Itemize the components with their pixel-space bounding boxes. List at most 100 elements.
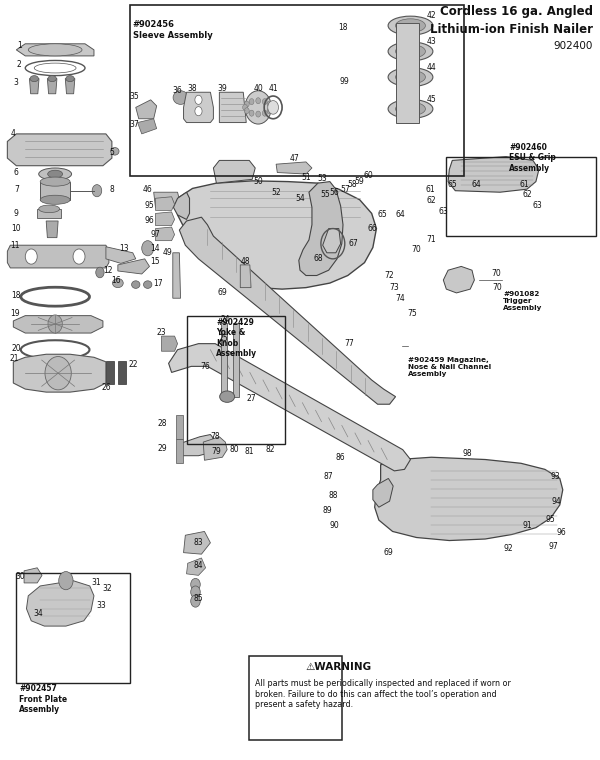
Polygon shape	[374, 458, 563, 540]
Polygon shape	[448, 157, 539, 192]
Text: 96: 96	[557, 528, 566, 537]
Polygon shape	[154, 192, 179, 207]
Text: 71: 71	[427, 236, 436, 245]
Ellipse shape	[131, 280, 140, 288]
Bar	[446, 157, 596, 236]
Text: 64: 64	[395, 211, 405, 220]
Ellipse shape	[143, 280, 152, 288]
Text: 72: 72	[385, 271, 394, 280]
Text: 25: 25	[219, 334, 229, 343]
Ellipse shape	[395, 70, 425, 84]
Text: 46: 46	[143, 185, 152, 194]
Polygon shape	[161, 336, 178, 351]
Text: 27: 27	[246, 394, 256, 404]
Text: 76: 76	[201, 362, 211, 371]
Text: 16: 16	[111, 276, 121, 284]
Text: 96: 96	[145, 217, 154, 226]
Text: 41: 41	[268, 84, 278, 93]
Polygon shape	[155, 227, 175, 241]
Polygon shape	[395, 23, 419, 122]
Ellipse shape	[40, 195, 70, 204]
Polygon shape	[16, 44, 94, 56]
Text: 75: 75	[407, 309, 417, 318]
Text: 60: 60	[364, 171, 374, 180]
Text: 51: 51	[301, 173, 311, 182]
Text: 6: 6	[14, 168, 19, 177]
Text: 97: 97	[549, 542, 559, 551]
Text: 28: 28	[158, 420, 167, 429]
Text: 68: 68	[313, 255, 323, 264]
Text: #902457
Front Plate
Assembly: #902457 Front Plate Assembly	[19, 685, 67, 714]
Text: 19: 19	[10, 309, 19, 318]
Ellipse shape	[48, 75, 56, 81]
Circle shape	[191, 595, 200, 607]
Text: 17: 17	[153, 279, 163, 287]
Polygon shape	[178, 181, 376, 289]
Circle shape	[96, 268, 104, 277]
Circle shape	[242, 104, 247, 110]
Polygon shape	[184, 531, 211, 554]
Circle shape	[45, 356, 71, 390]
Text: 69: 69	[217, 288, 227, 297]
Polygon shape	[203, 437, 227, 461]
Text: 39: 39	[217, 84, 227, 93]
Polygon shape	[220, 92, 246, 122]
Circle shape	[256, 111, 260, 117]
Text: 93: 93	[551, 473, 560, 481]
Text: 22: 22	[128, 360, 137, 369]
Text: 902400: 902400	[553, 41, 593, 51]
Polygon shape	[7, 245, 109, 268]
Ellipse shape	[395, 19, 425, 33]
Text: 30: 30	[16, 572, 25, 581]
Circle shape	[92, 185, 102, 197]
Text: 44: 44	[427, 63, 436, 71]
Ellipse shape	[268, 100, 278, 114]
Circle shape	[269, 104, 274, 110]
Text: 2: 2	[17, 61, 22, 69]
Ellipse shape	[112, 278, 123, 287]
Text: #902429
Yoke &
Knob
Assembly: #902429 Yoke & Knob Assembly	[217, 318, 257, 358]
Polygon shape	[233, 323, 239, 397]
Text: 73: 73	[389, 283, 399, 292]
Circle shape	[262, 99, 267, 105]
Bar	[16, 573, 130, 683]
Text: 24: 24	[221, 315, 230, 324]
Bar	[187, 315, 285, 445]
Circle shape	[249, 110, 254, 116]
Polygon shape	[173, 192, 190, 220]
Ellipse shape	[395, 102, 425, 116]
Text: 36: 36	[173, 86, 182, 95]
Text: 29: 29	[158, 444, 167, 453]
Text: Cordless 16 ga. Angled: Cordless 16 ga. Angled	[440, 5, 593, 18]
Text: 1: 1	[17, 41, 22, 50]
Text: 62: 62	[522, 190, 532, 199]
Text: 26: 26	[101, 383, 111, 392]
Text: 55: 55	[320, 190, 330, 199]
Text: 42: 42	[427, 11, 436, 21]
Circle shape	[195, 95, 202, 104]
Text: #902460
ESU & Grip
Assembly: #902460 ESU & Grip Assembly	[509, 143, 556, 173]
Ellipse shape	[173, 90, 188, 104]
Text: 97: 97	[151, 230, 160, 239]
Text: 18: 18	[11, 290, 21, 299]
Text: 53: 53	[318, 174, 328, 183]
Text: 61: 61	[425, 185, 435, 194]
Text: 58: 58	[348, 180, 358, 189]
Text: 77: 77	[344, 339, 354, 348]
Polygon shape	[299, 182, 343, 276]
Text: 88: 88	[328, 491, 338, 499]
Polygon shape	[214, 160, 255, 183]
Polygon shape	[155, 212, 175, 226]
Text: 15: 15	[151, 258, 160, 266]
Text: 66: 66	[368, 224, 378, 233]
Text: 56: 56	[330, 188, 340, 197]
Text: 63: 63	[533, 201, 542, 211]
Text: 3: 3	[14, 78, 19, 87]
Bar	[249, 657, 342, 739]
Text: 40: 40	[253, 84, 263, 93]
Text: 12: 12	[103, 266, 112, 274]
Circle shape	[142, 241, 154, 256]
Text: 7: 7	[14, 185, 19, 194]
Text: 23: 23	[157, 328, 166, 337]
Text: 33: 33	[97, 601, 107, 610]
